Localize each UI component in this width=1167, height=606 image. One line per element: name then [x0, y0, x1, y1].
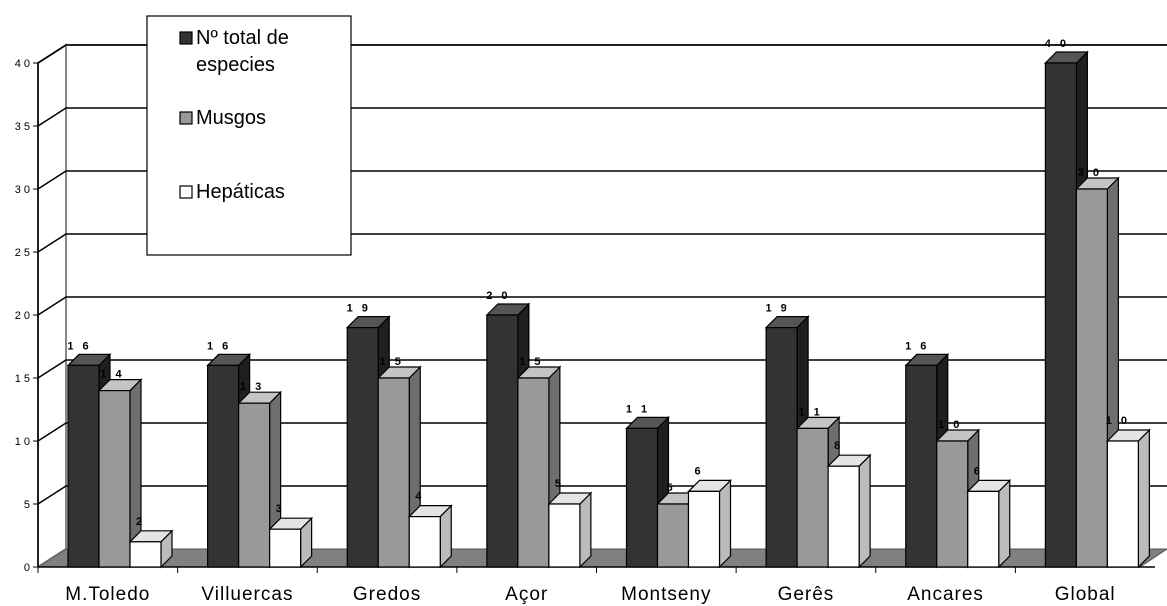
bar: [1075, 188, 1108, 568]
data-label: 1 6: [67, 340, 91, 352]
bar-side: [998, 478, 1011, 569]
y-tick-label: 2 0: [15, 310, 30, 322]
bar: [936, 440, 969, 568]
bar: [486, 314, 519, 568]
data-labels: 1 6 1 4 2 1 6 1 3 3 1 9 1 5 4 2 0 1 5 5 1 1 5 6 1 9 1 1 8…: [67, 38, 1130, 528]
legend-label: Hepáticas: [196, 181, 285, 203]
bars: [66, 50, 1151, 569]
x-axis-labels: M.Toledo Villuercas Gredos Açor Montseny Gerê…: [37, 567, 1116, 605]
data-label: 1 4: [100, 369, 124, 381]
data-label: 3: [276, 503, 285, 515]
bar: [67, 364, 100, 568]
legend-swatch: [179, 185, 193, 199]
data-label: 1 1: [798, 406, 822, 418]
x-tick-label: Montseny: [621, 584, 711, 605]
bar: [548, 503, 581, 568]
data-label: 4: [415, 491, 424, 503]
y-tick-label: 1 5: [15, 373, 30, 385]
legend: Nº total de especies Musgos Hepáticas: [146, 15, 352, 256]
data-label: 1 6: [207, 340, 231, 352]
gridline: [37, 296, 1167, 316]
bar: [129, 541, 162, 568]
legend-label-continued: especies: [196, 54, 275, 76]
legend-swatch: [179, 111, 193, 125]
bar-side: [718, 478, 732, 569]
bar: [207, 364, 240, 568]
bar: [967, 490, 1000, 568]
x-tick-label: Villuercas: [201, 584, 293, 605]
data-label: 1 9: [347, 303, 371, 315]
bar: [408, 515, 441, 568]
x-tick-label: Gerês: [778, 584, 835, 605]
bar: [687, 490, 721, 568]
y-tick-label: 1 0: [15, 436, 30, 448]
bar: [377, 377, 410, 568]
x-tick-label: Açor: [505, 584, 548, 605]
legend-label: Nº total de: [196, 27, 289, 49]
bar: [517, 377, 550, 568]
gridline: [37, 233, 1167, 253]
gridline: [37, 170, 1167, 190]
gridline: [37, 44, 1167, 64]
bar-side: [858, 453, 871, 569]
data-label: 1 5: [519, 356, 543, 368]
data-label: 5: [666, 482, 675, 494]
bar: [346, 327, 379, 568]
data-label: 4 0: [1045, 38, 1069, 50]
x-tick-label: Gredos: [353, 584, 421, 605]
bar: [796, 427, 829, 568]
bar: [269, 528, 302, 568]
bar: [765, 327, 798, 568]
data-label: 2: [136, 516, 145, 528]
data-label: 1 1: [626, 403, 650, 415]
data-label: 6: [974, 465, 983, 477]
data-label: 8: [834, 440, 843, 452]
data-label: 1 5: [380, 356, 404, 368]
y-tick-label: 0: [24, 562, 30, 574]
bar-side: [1137, 428, 1150, 569]
data-label: 1 6: [905, 340, 929, 352]
legend-label: Musgos: [196, 107, 266, 129]
data-label: 2 0: [486, 290, 510, 302]
bar: [827, 465, 860, 568]
x-tick-label: M.Toledo: [65, 584, 150, 605]
bar-side: [579, 491, 592, 569]
y-tick-label: 3 5: [15, 121, 30, 133]
y-tick-label: 2 5: [15, 247, 30, 259]
data-label: 5: [555, 478, 564, 490]
bar: [905, 364, 938, 568]
bar: [1044, 62, 1077, 568]
legend-swatch: [179, 31, 193, 45]
x-tick-label: Ancares: [907, 584, 984, 605]
y-tick-label: 3 0: [15, 184, 30, 196]
bar: [656, 503, 690, 568]
gridline: [37, 107, 1167, 127]
y-tick-label: 4 0: [15, 58, 30, 70]
y-tick-label: 5: [24, 499, 30, 511]
data-label: 1 0: [938, 419, 962, 431]
bar: [98, 390, 131, 568]
bar: [625, 427, 659, 568]
bar: [238, 402, 271, 568]
data-label: 1 0: [1106, 415, 1130, 427]
x-tick-label: Global: [1055, 584, 1116, 605]
data-label: 3 0: [1078, 167, 1102, 179]
data-label: 1 9: [765, 303, 789, 315]
y-axis: 0 5 1 0 1 5 2 0 2 5 3 0 3 5 4 0: [15, 58, 39, 574]
bar: [1106, 440, 1139, 568]
legend-box: [146, 15, 352, 256]
data-label: 6: [694, 465, 703, 477]
data-label: 1 3: [240, 381, 264, 393]
